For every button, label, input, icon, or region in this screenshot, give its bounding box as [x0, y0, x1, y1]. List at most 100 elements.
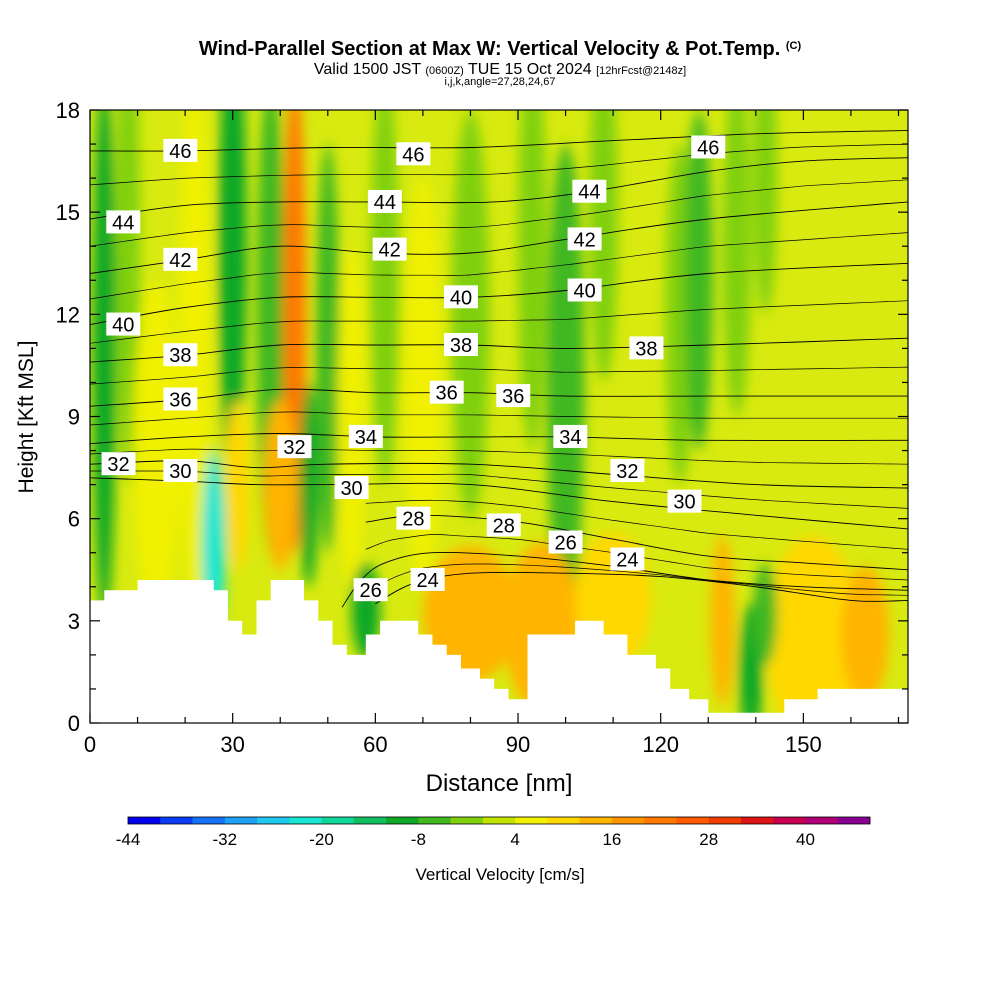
colorbar-segment	[450, 817, 484, 824]
contour-label-box	[443, 332, 478, 356]
y-axis-label: Height [Kft MSL]	[15, 341, 38, 494]
contour-label-text: 40	[573, 280, 595, 302]
contour-label-box	[163, 343, 198, 367]
colorbar-segment	[547, 817, 581, 824]
contour-label-44-5: 44	[572, 179, 607, 204]
colorbar-segment	[708, 817, 742, 824]
y-tick-label: 15	[56, 200, 80, 225]
x-axis-label: Distance [nm]	[426, 770, 573, 797]
contour-label-26-28: 26	[353, 578, 388, 602]
colorbar-segment	[805, 817, 839, 824]
colorbar-segment	[224, 817, 258, 824]
colorbar-segment	[837, 817, 871, 824]
colorbar-segment	[418, 817, 452, 824]
contour-label-text: 28	[493, 515, 515, 537]
contour-intermediate-8	[365, 499, 908, 550]
w-feature-17	[589, 110, 618, 383]
valid-time: Valid 1500 JST	[313, 61, 421, 78]
colorbar-tick-label: 16	[602, 830, 621, 849]
contour-label-32-22: 32	[610, 458, 645, 483]
contour-26	[341, 551, 908, 608]
contour-label-40-10: 40	[443, 285, 478, 309]
w-feature-12	[370, 110, 400, 485]
chart-title: Wind-Parallel Section at Max W: Vertical…	[0, 38, 1000, 61]
colorbar-tick-label: 28	[699, 830, 718, 849]
contour-44	[90, 157, 908, 220]
contour-label-30-25: 30	[667, 489, 702, 514]
contour-label-text: 34	[559, 427, 581, 449]
w-feature-10	[315, 144, 340, 553]
w-feature-20	[722, 110, 752, 417]
colorbar-tick-label: -44	[116, 830, 141, 849]
colorbar-segment	[353, 817, 387, 824]
x-axis: 0 30 60 90 120 150	[84, 110, 900, 757]
w-feature-11	[337, 246, 366, 587]
w-feature-5	[218, 110, 247, 485]
contour-label-text: 44	[374, 192, 396, 214]
contour-label-text: 42	[378, 240, 400, 262]
colorbar-segment	[515, 817, 548, 824]
y-tick-label: 12	[56, 302, 80, 327]
x-tick-label: 60	[363, 732, 387, 757]
forecast-info: [12hrFcst@2148z]	[596, 65, 687, 77]
contour-label-text: 42	[169, 250, 191, 272]
contour-label-40-9: 40	[106, 312, 141, 337]
colorbar: -44 -32 -20 -8 4 16 28 40	[116, 816, 871, 849]
contour-label-text: 44	[112, 212, 134, 234]
colorbar-tick-label: 40	[796, 830, 815, 849]
colorbar-segment	[386, 817, 419, 824]
contour-label-text: 46	[402, 144, 424, 166]
contour-label-text: 24	[616, 550, 638, 572]
y-tick-label: 9	[68, 405, 80, 430]
contour-label-38-14: 38	[629, 336, 664, 360]
contour-label-text: 26	[554, 533, 576, 555]
w-feature-16	[546, 144, 585, 621]
contour-label-box	[496, 384, 531, 408]
utc-time: (0600Z)	[425, 65, 464, 77]
contour-label-box	[101, 452, 136, 476]
contour-label-text: 46	[169, 141, 191, 163]
y-tick-label: 0	[68, 711, 80, 736]
contour-label-40-11: 40	[567, 278, 602, 302]
contour-label-text: 38	[635, 338, 657, 360]
contour-label-text: 30	[169, 461, 191, 483]
contour-label-28-27: 28	[486, 513, 521, 537]
contour-32	[90, 460, 908, 489]
contour-label-36-16: 36	[429, 380, 464, 405]
w-feature-0	[92, 110, 117, 621]
contour-label-46-2: 46	[691, 135, 726, 159]
contour-label-text: 40	[112, 315, 134, 337]
contour-label-text: 30	[340, 478, 362, 500]
x-tick-label: 90	[506, 732, 530, 757]
colorbar-segment	[773, 817, 806, 824]
contour-label-30-23: 30	[163, 458, 198, 483]
w-feature-26	[841, 566, 889, 703]
contour-label-32-21: 32	[277, 435, 312, 459]
contour-label-38-12: 38	[163, 343, 198, 367]
contour-label-box	[163, 247, 198, 271]
contour-label-box	[372, 237, 407, 261]
contour-label-28-26: 28	[396, 506, 431, 531]
contour-label-box	[667, 489, 702, 513]
contour-42	[90, 201, 908, 274]
contour-label-box	[610, 547, 645, 571]
contour-label-box	[553, 424, 588, 448]
contour-label-30-24: 30	[334, 476, 369, 500]
contour-label-text: 34	[355, 427, 377, 449]
colorbar-tick-label: 4	[510, 830, 519, 849]
contour-label-text: 40	[450, 287, 472, 309]
contour-intermediate-1	[90, 179, 908, 247]
w-feature-28	[753, 562, 778, 666]
contour-label-box	[106, 312, 141, 336]
contour-label-44-3: 44	[106, 210, 141, 234]
contour-label-36-15: 36	[163, 387, 198, 411]
contour-label-26-29: 26	[548, 530, 583, 555]
contour-label-box	[396, 142, 431, 166]
contour-label-text: 38	[169, 345, 191, 367]
contour-label-text: 32	[616, 461, 638, 483]
contour-label-text: 42	[573, 229, 595, 251]
contour-intermediate-7	[90, 470, 908, 509]
contour-label-box	[410, 567, 445, 591]
